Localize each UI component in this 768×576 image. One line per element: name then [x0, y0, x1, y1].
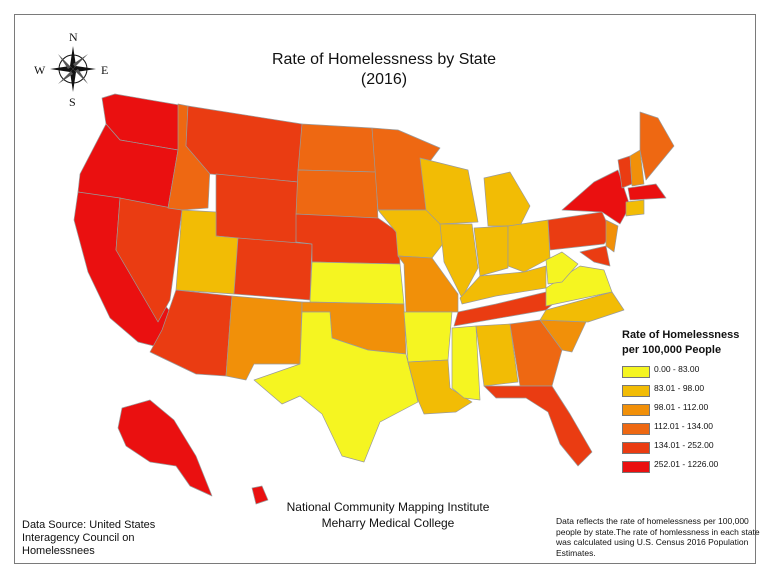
state-maryland [579, 245, 611, 267]
legend: Rate of Homelessness per 100,000 People … [622, 328, 768, 476]
state-colorado [233, 237, 313, 301]
legend-swatch [622, 385, 650, 397]
state-mississippi [451, 325, 481, 401]
state-massachusetts [627, 183, 667, 201]
compass-north-label: N [69, 30, 78, 44]
state-south-dakota [295, 169, 379, 221]
state-west-virginia [545, 251, 579, 285]
legend-label: 83.01 - 98.00 [654, 383, 705, 393]
state-illinois [439, 223, 479, 299]
legend-item: 134.01 - 252.00 [622, 439, 768, 457]
compass-south-label: S [69, 95, 76, 109]
methodology-note: Data reflects the rate of homelessness p… [556, 516, 760, 558]
legend-item: 83.01 - 98.00 [622, 382, 768, 400]
state-hawaii [251, 485, 269, 505]
state-georgia [509, 319, 563, 387]
state-alabama [475, 323, 519, 387]
state-virginia [545, 265, 613, 307]
legend-swatch [622, 404, 650, 416]
legend-subtitle: per 100,000 People [622, 344, 722, 356]
legend-swatch [622, 461, 650, 473]
legend-item: 112.01 - 134.00 [622, 420, 768, 438]
legend-label: 112.01 - 134.00 [654, 421, 713, 431]
legend-label: 134.01 - 252.00 [654, 440, 714, 450]
legend-label: 98.01 - 112.00 [654, 402, 709, 412]
state-florida [483, 385, 593, 467]
credit-college: Meharry Medical College [321, 516, 455, 530]
state-pennsylvania [547, 211, 613, 251]
state-ohio [507, 219, 551, 273]
state-michigan [483, 171, 531, 227]
map-title: Rate of Homelessness by State [271, 51, 497, 68]
data-source-note: Data Source: United States Interagency C… [22, 519, 156, 557]
state-kentucky [459, 265, 547, 305]
state-north-dakota [297, 123, 377, 173]
compass-west-label: W [34, 63, 46, 77]
state-maine [639, 111, 675, 181]
legend-swatch [622, 366, 650, 378]
state-connecticut [625, 199, 645, 217]
state-north-carolina [539, 291, 625, 323]
compass-rose-icon [50, 46, 96, 92]
state-kansas [309, 261, 405, 305]
legend-item: 98.01 - 112.00 [622, 401, 768, 419]
state-wisconsin [419, 157, 479, 225]
legend-item: 252.01 - 1226.00 [622, 458, 768, 476]
compass-east-label: E [101, 63, 109, 77]
legend-label: 252.01 - 1226.00 [654, 459, 719, 469]
state-wyoming [215, 173, 299, 245]
legend-swatch [622, 442, 650, 454]
credit-institute: National Community Mapping Institute [286, 500, 490, 514]
map-subtitle-year: (2016) [360, 71, 408, 88]
state-alaska [117, 399, 213, 497]
legend-title: Rate of Homelessness [622, 329, 740, 341]
state-arkansas [403, 311, 453, 363]
state-louisiana [407, 359, 473, 415]
state-new-jersey [605, 219, 619, 253]
state-new-hampshire [629, 149, 645, 187]
legend-item: 0.00 - 83.00 [622, 363, 768, 381]
state-indiana [473, 225, 509, 277]
state-texas [253, 311, 419, 463]
legend-label: 0.00 - 83.00 [654, 364, 700, 374]
legend-swatch [622, 423, 650, 435]
